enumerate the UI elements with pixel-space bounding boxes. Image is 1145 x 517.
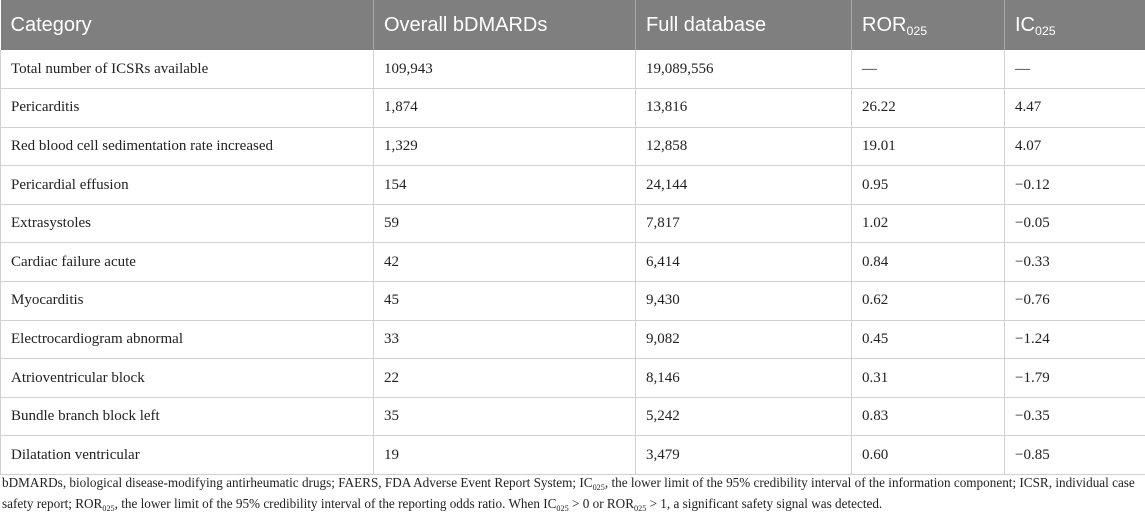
table-row: Electrocardiogram abnormal 33 9,082 0.45… [0, 320, 1145, 360]
cell-overall: 59 [373, 204, 636, 244]
cell-full: 5,242 [635, 397, 852, 437]
cell-category: Myocarditis [0, 281, 374, 321]
header-ror-subscript: 025 [906, 23, 928, 38]
table-row: Bundle branch block left 35 5,242 0.83 −… [0, 397, 1145, 437]
cell-ror: 0.95 [851, 165, 1005, 205]
cell-ic: — [1004, 50, 1145, 90]
cell-ror: 0.45 [851, 320, 1005, 360]
footnote-part: bDMARDs, biological disease-modifying an… [2, 475, 593, 490]
cell-category: Pericardial effusion [0, 165, 374, 205]
cell-category: Extrasystoles [0, 204, 374, 244]
cell-ic: −1.24 [1004, 320, 1145, 360]
cell-ror: 0.62 [851, 281, 1005, 321]
cell-ror: 0.60 [851, 435, 1005, 476]
table-body: Total number of ICSRs available 109,943 … [0, 50, 1145, 476]
cell-full: 8,146 [635, 358, 852, 398]
cell-ic: 4.47 [1004, 88, 1145, 128]
cell-category: Total number of ICSRs available [0, 50, 374, 90]
header-row: Category Overall bDMARDs Full database R… [0, 0, 1145, 50]
cell-overall: 154 [373, 165, 636, 205]
header-ror-base: ROR [862, 13, 907, 36]
cell-full: 7,817 [635, 204, 852, 244]
cell-overall: 19 [373, 435, 636, 476]
footnote-part: > 1, a significant safety signal was det… [646, 496, 883, 511]
cell-category: Red blood cell sedimentation rate increa… [0, 127, 374, 167]
cell-full: 19,089,556 [635, 50, 852, 90]
table-footnote: bDMARDs, biological disease-modifying an… [0, 473, 1142, 515]
cell-category: Dilatation ventricular [0, 435, 374, 476]
table-row: Dilatation ventricular 19 3,479 0.60 −0.… [0, 435, 1145, 476]
cell-category: Electrocardiogram abnormal [0, 320, 374, 360]
cell-overall: 109,943 [373, 50, 636, 90]
cell-overall: 1,329 [373, 127, 636, 167]
header-ic-subscript: 025 [1035, 23, 1056, 38]
cell-ror: 0.83 [851, 397, 1005, 437]
cell-overall: 45 [373, 281, 636, 321]
cell-overall: 22 [373, 358, 636, 398]
cell-ic: −0.33 [1004, 242, 1145, 283]
cell-full: 9,082 [635, 320, 852, 360]
table-row: Myocarditis 45 9,430 0.62 −0.76 [0, 281, 1145, 321]
cell-full: 13,816 [635, 88, 852, 128]
cell-overall: 42 [373, 242, 636, 283]
cell-ic: −0.85 [1004, 435, 1145, 476]
adverse-event-table-container: Category Overall bDMARDs Full database R… [0, 0, 1145, 476]
table-row: Pericarditis 1,874 13,816 26.22 4.47 [0, 88, 1145, 128]
cell-overall: 35 [373, 397, 636, 437]
cell-ror: 0.84 [851, 242, 1005, 283]
cell-full: 12,858 [635, 127, 852, 167]
cell-category: Atrioventricular block [0, 358, 374, 398]
cell-full: 9,430 [635, 281, 852, 321]
cell-category: Bundle branch block left [0, 397, 374, 437]
footnote-subscript: 025 [592, 482, 605, 492]
cell-full: 3,479 [635, 435, 852, 476]
cell-ror: — [851, 50, 1005, 90]
cell-full: 24,144 [635, 165, 852, 205]
footnote-subscript: 025 [102, 503, 115, 513]
header-overall-bdmards: Overall bDMARDs [373, 0, 636, 50]
table-row: Red blood cell sedimentation rate increa… [0, 127, 1145, 167]
footnote-part: , the lower limit of the 95% credibility… [2, 475, 1135, 511]
footnote-part: , the lower limit of the 95% credibility… [114, 496, 557, 511]
cell-ic: −1.79 [1004, 358, 1145, 398]
cell-category: Cardiac failure acute [0, 242, 374, 283]
cell-ror: 19.01 [851, 127, 1005, 167]
footnote-subscript: 025 [634, 503, 647, 513]
cell-ror: 1.02 [851, 204, 1005, 244]
cell-ic: −0.12 [1004, 165, 1145, 205]
table-row: Cardiac failure acute 42 6,414 0.84 −0.3… [0, 242, 1145, 283]
cell-ic: −0.05 [1004, 204, 1145, 244]
header-ic025: IC025 [1004, 0, 1145, 50]
cell-full: 6,414 [635, 242, 852, 283]
table-row: Atrioventricular block 22 8,146 0.31 −1.… [0, 358, 1145, 398]
table-row: Pericardial effusion 154 24,144 0.95 −0.… [0, 165, 1145, 205]
cell-ic: −0.35 [1004, 397, 1145, 437]
cell-overall: 33 [373, 320, 636, 360]
footnote-subscript: 025 [556, 503, 569, 513]
cell-ror: 26.22 [851, 88, 1005, 128]
header-ror025: ROR025 [851, 0, 1005, 50]
table-row: Total number of ICSRs available 109,943 … [0, 50, 1145, 90]
table-row: Extrasystoles 59 7,817 1.02 −0.05 [0, 204, 1145, 244]
adverse-event-table: Category Overall bDMARDs Full database R… [0, 0, 1145, 476]
header-category: Category [0, 0, 374, 50]
header-ic-base: IC [1015, 13, 1035, 36]
footnote-part: > 0 or ROR [568, 496, 635, 511]
table-header: Category Overall bDMARDs Full database R… [0, 0, 1145, 50]
cell-ic: 4.07 [1004, 127, 1145, 167]
cell-category: Pericarditis [0, 88, 374, 128]
cell-ror: 0.31 [851, 358, 1005, 398]
cell-overall: 1,874 [373, 88, 636, 128]
header-full-database: Full database [635, 0, 852, 50]
cell-ic: −0.76 [1004, 281, 1145, 321]
